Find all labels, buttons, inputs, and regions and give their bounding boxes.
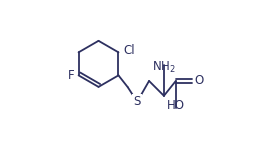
Text: F: F	[68, 69, 75, 82]
Text: S: S	[133, 95, 140, 108]
Text: Cl: Cl	[123, 44, 135, 57]
Text: NH$_2$: NH$_2$	[151, 60, 175, 75]
Text: O: O	[194, 74, 203, 87]
Text: HO: HO	[166, 99, 184, 112]
